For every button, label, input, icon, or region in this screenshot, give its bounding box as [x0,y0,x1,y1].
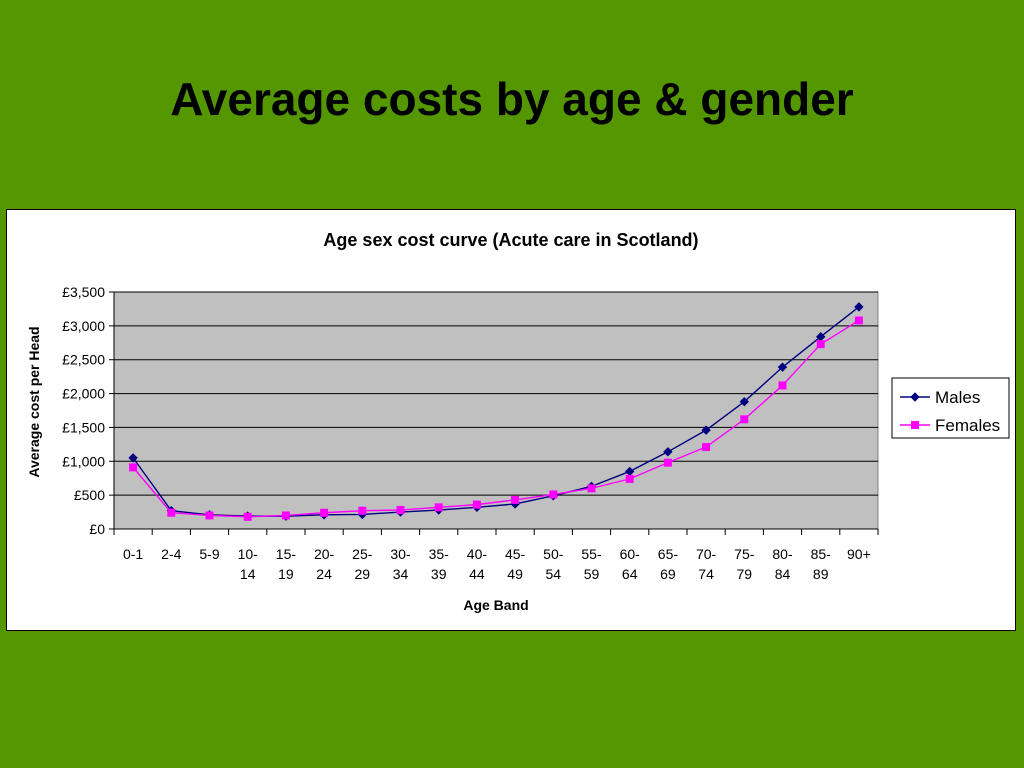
x-tick-label: 60- [620,546,641,562]
legend-label-females: Females [935,416,1000,435]
x-tick-label: 24 [316,566,332,582]
y-tick-label: £2,500 [62,352,105,368]
x-tick-label: 89 [813,566,829,582]
x-tick-label: 70- [696,546,717,562]
data-point-females [281,511,290,520]
data-point-females [702,443,711,452]
x-tick-label: 50- [543,546,564,562]
y-tick-label: £0 [89,521,105,537]
data-point-males [777,362,788,372]
x-tick-label: 64 [622,566,638,582]
data-point-females [778,381,787,390]
data-point-females [129,463,138,472]
x-tick-label: 5-9 [199,546,219,562]
y-axis-label: Average cost per Head [26,326,42,477]
data-point-females [740,415,749,424]
y-tick-label: £3,500 [62,284,105,300]
x-tick-label: 80- [772,546,793,562]
legend-marker-females [911,421,919,429]
x-tick-label: 29 [355,566,371,582]
x-tick-label: 45- [505,546,526,562]
x-tick-label: 0-1 [123,546,143,562]
x-tick-label: 54 [546,566,562,582]
data-point-females [434,503,443,512]
data-point-females [663,458,672,467]
x-axis-label: Age Band [463,597,528,613]
x-tick-label: 49 [507,566,523,582]
data-point-males [854,302,864,312]
x-tick-label: 19 [278,566,294,582]
data-point-males [128,453,138,463]
chart-panel: Age sex cost curve (Acute care in Scotla… [6,209,1016,631]
x-tick-label: 15- [276,546,297,562]
x-tick-label: 10- [238,546,259,562]
data-point-females [243,512,252,521]
x-tick-label: 40- [467,546,488,562]
chart-legend: Males Females [891,377,1010,439]
x-tick-label: 14 [240,566,256,582]
data-point-males [739,396,750,407]
legend-label-males: Males [935,388,980,407]
x-tick-label: 34 [393,566,409,582]
y-tick-label: £1,000 [62,453,105,469]
data-point-males [663,447,673,457]
y-tick-label: £2,000 [62,386,105,402]
data-point-females [587,484,596,493]
chart-title: Age sex cost curve (Acute care in Scotla… [323,230,698,250]
x-tick-label: 55- [581,546,602,562]
y-tick-label: £3,000 [62,318,105,334]
x-tick-label: 59 [584,566,600,582]
data-point-females [549,490,558,499]
x-tick-label: 35- [429,546,450,562]
series-line-females [132,319,860,518]
data-point-females [511,495,520,504]
slide-title: Average costs by age & gender [170,73,854,125]
x-tick-label: 75- [734,546,755,562]
x-tick-label: 25- [352,546,373,562]
plot-area [113,291,879,530]
x-tick-label: 69 [660,566,676,582]
x-tick-label: 84 [775,566,791,582]
data-point-females [396,506,405,515]
data-point-females [205,511,214,520]
legend-marker-males [910,392,920,402]
x-tick-label: 74 [698,566,714,582]
x-tick-label: 44 [469,566,485,582]
data-point-females [854,316,863,325]
line-chart: Age sex cost curve (Acute care in Scotla… [26,230,1010,613]
x-tick-label: 79 [737,566,753,582]
data-point-males [701,425,711,435]
data-point-females [472,500,481,509]
data-point-females [625,474,634,483]
x-tick-label: 65- [658,546,679,562]
x-tick-label: 39 [431,566,447,582]
y-tick-label: £1,500 [62,419,105,435]
x-tick-label: 30- [390,546,411,562]
x-tick-label: 85- [811,546,832,562]
data-point-females [167,508,176,517]
x-tick-label: 90+ [847,546,871,562]
x-tick-label: 2-4 [161,546,181,562]
data-point-females [320,508,329,517]
data-point-females [816,340,825,349]
data-point-females [358,506,367,515]
x-tick-label: 20- [314,546,335,562]
y-tick-label: £500 [74,487,105,503]
